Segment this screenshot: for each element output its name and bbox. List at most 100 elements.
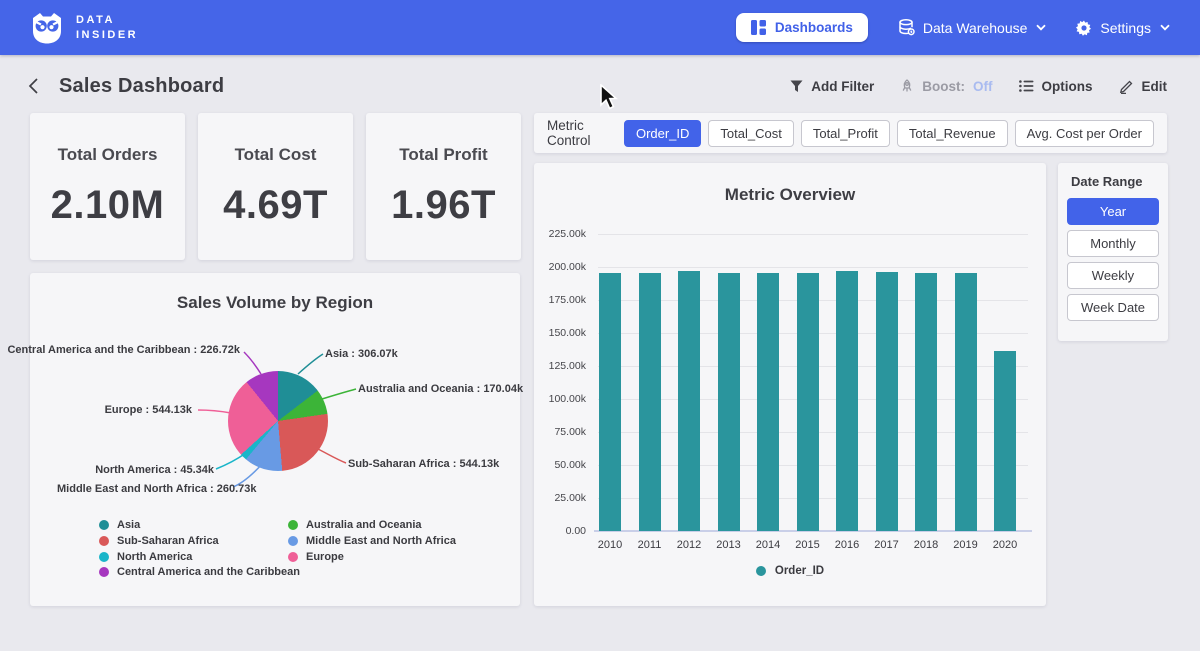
- bar-2016[interactable]: [836, 271, 858, 531]
- bar-2019[interactable]: [955, 273, 977, 531]
- pie-legend-item[interactable]: Australia and Oceania: [288, 519, 422, 531]
- legend-label: Middle East and North Africa: [306, 535, 456, 547]
- header-actions: Add Filter Boost: Off Options: [790, 79, 1167, 94]
- y-axis-tick: 75.00k: [534, 426, 586, 438]
- legend-label: North America: [117, 551, 192, 563]
- x-axis-tick: 2010: [588, 539, 632, 551]
- kpi-label: Total Profit: [399, 145, 487, 165]
- date-range-button-monthly[interactable]: Monthly: [1067, 230, 1159, 257]
- dashboards-button[interactable]: Dashboards: [736, 13, 868, 42]
- metric-button-total-cost[interactable]: Total_Cost: [708, 120, 793, 147]
- pie-legend-item[interactable]: North America: [99, 551, 192, 563]
- pie-legend-item[interactable]: Asia: [99, 519, 140, 531]
- metric-button-order-id[interactable]: Order_ID: [624, 120, 701, 147]
- brand-text: DATA INSIDER: [76, 13, 138, 43]
- metric-control-bar: Metric Control Order_ID Total_Cost Total_P…: [534, 113, 1167, 153]
- metric-control-label: Metric Control: [547, 118, 610, 148]
- pie-slice-label: Australia and Oceania : 170.04k: [358, 383, 523, 395]
- data-warehouse-label: Data Warehouse: [923, 20, 1028, 36]
- pie-slice-label: Sub-Saharan Africa : 544.13k: [348, 458, 499, 470]
- y-axis-tick: 200.00k: [534, 261, 586, 273]
- metric-button-total-revenue[interactable]: Total_Revenue: [897, 120, 1008, 147]
- add-filter-label: Add Filter: [811, 79, 874, 94]
- kpi-label: Total Orders: [58, 145, 158, 165]
- bar-2010[interactable]: [599, 273, 621, 531]
- nav-menu: Dashboards Data Warehouse: [736, 13, 1170, 42]
- kpi-card-total-profit: Total Profit 1.96T: [366, 113, 521, 260]
- pie-slice-label: Europe : 544.13k: [105, 404, 192, 416]
- pie-slice-label: North America : 45.34k: [95, 464, 214, 476]
- back-button[interactable]: [28, 77, 39, 95]
- date-range-button-year[interactable]: Year: [1067, 198, 1159, 225]
- pie-legend-item[interactable]: Middle East and North Africa: [288, 535, 456, 547]
- legend-dot-icon: [99, 536, 109, 546]
- dashboards-label: Dashboards: [775, 20, 853, 35]
- bar-2013[interactable]: [718, 273, 740, 531]
- bar-2012[interactable]: [678, 271, 700, 531]
- kpi-value: 2.10M: [51, 183, 165, 228]
- kpi-card-total-cost: Total Cost 4.69T: [198, 113, 353, 260]
- pie-legend-item[interactable]: Central America and the Caribbean: [99, 566, 300, 578]
- dashboard-header: Sales Dashboard Add Filter Boost: Off: [0, 59, 1200, 113]
- bar-2014[interactable]: [757, 273, 779, 531]
- boost-label: Boost:: [922, 79, 965, 94]
- filter-icon: [790, 80, 803, 93]
- metric-button-total-profit[interactable]: Total_Profit: [801, 120, 890, 147]
- x-axis-tick: 2019: [944, 539, 988, 551]
- database-icon: [898, 19, 915, 36]
- y-axis-tick: 100.00k: [534, 393, 586, 405]
- bar-2017[interactable]: [876, 272, 898, 531]
- kpi-value: 4.69T: [223, 183, 328, 228]
- owl-logo-icon: [28, 11, 66, 45]
- pie-legend-item[interactable]: Sub-Saharan Africa: [99, 535, 219, 547]
- metric-button-avg-cost-per-order[interactable]: Avg. Cost per Order: [1015, 120, 1154, 147]
- legend-label: Central America and the Caribbean: [117, 566, 300, 578]
- gridline: [598, 234, 1028, 235]
- date-range-label: Date Range: [1071, 174, 1168, 189]
- metric-control-buttons: Order_ID Total_Cost Total_Profit Total_Reve…: [624, 120, 1154, 147]
- legend-dot-icon: [288, 520, 298, 530]
- legend-dot-icon: [99, 520, 109, 530]
- y-axis-tick: 225.00k: [534, 228, 586, 240]
- y-axis-tick: 25.00k: [534, 492, 586, 504]
- pencil-icon: [1119, 79, 1134, 94]
- legend-series-label: Order_ID: [775, 565, 824, 577]
- brand-logo[interactable]: DATA INSIDER: [28, 11, 138, 45]
- pie-chart-card: Sales Volume by Region Asia : 306.07kAus…: [30, 273, 520, 606]
- data-warehouse-menu[interactable]: Data Warehouse: [898, 19, 1047, 36]
- pie-chart-title: Sales Volume by Region: [30, 293, 520, 313]
- bar-chart-legend[interactable]: Order_ID: [534, 565, 1046, 577]
- boost-toggle[interactable]: Boost: Off: [900, 79, 992, 94]
- date-range-panel: Date Range Year Monthly Weekly Week Date: [1058, 163, 1168, 341]
- x-axis-tick: 2020: [983, 539, 1027, 551]
- list-icon: [1019, 80, 1034, 92]
- edit-label: Edit: [1142, 79, 1168, 94]
- edit-button[interactable]: Edit: [1119, 79, 1168, 94]
- legend-label: Sub-Saharan Africa: [117, 535, 219, 547]
- options-button[interactable]: Options: [1019, 79, 1093, 94]
- bar-2011[interactable]: [639, 273, 661, 531]
- date-range-buttons: Year Monthly Weekly Week Date: [1058, 198, 1168, 321]
- y-axis-tick: 0.00: [534, 525, 586, 537]
- date-range-button-weekly[interactable]: Weekly: [1067, 262, 1159, 289]
- legend-dot-icon: [99, 552, 109, 562]
- x-axis-tick: 2013: [707, 539, 751, 551]
- bar-2015[interactable]: [797, 273, 819, 531]
- dashboard-canvas: Total Orders 2.10M Total Cost 4.69T Tota…: [0, 113, 1200, 651]
- pie-legend-item[interactable]: Europe: [288, 551, 344, 563]
- y-axis-tick: 125.00k: [534, 360, 586, 372]
- add-filter-button[interactable]: Add Filter: [790, 79, 874, 94]
- legend-label: Europe: [306, 551, 344, 563]
- kpi-card-total-orders: Total Orders 2.10M: [30, 113, 185, 260]
- settings-menu[interactable]: Settings: [1076, 20, 1170, 36]
- x-axis-tick: 2012: [667, 539, 711, 551]
- pie-chart[interactable]: [228, 371, 328, 471]
- date-range-button-week-date[interactable]: Week Date: [1067, 294, 1159, 321]
- kpi-label: Total Cost: [235, 145, 317, 165]
- bar-2020[interactable]: [994, 351, 1016, 531]
- bar-chart-card: Metric Overview 0.0025.00k50.00k75.00k10…: [534, 163, 1046, 606]
- kpi-value: 1.96T: [391, 183, 496, 228]
- brand-line-1: DATA: [76, 13, 138, 28]
- options-label: Options: [1042, 79, 1093, 94]
- bar-2018[interactable]: [915, 273, 937, 531]
